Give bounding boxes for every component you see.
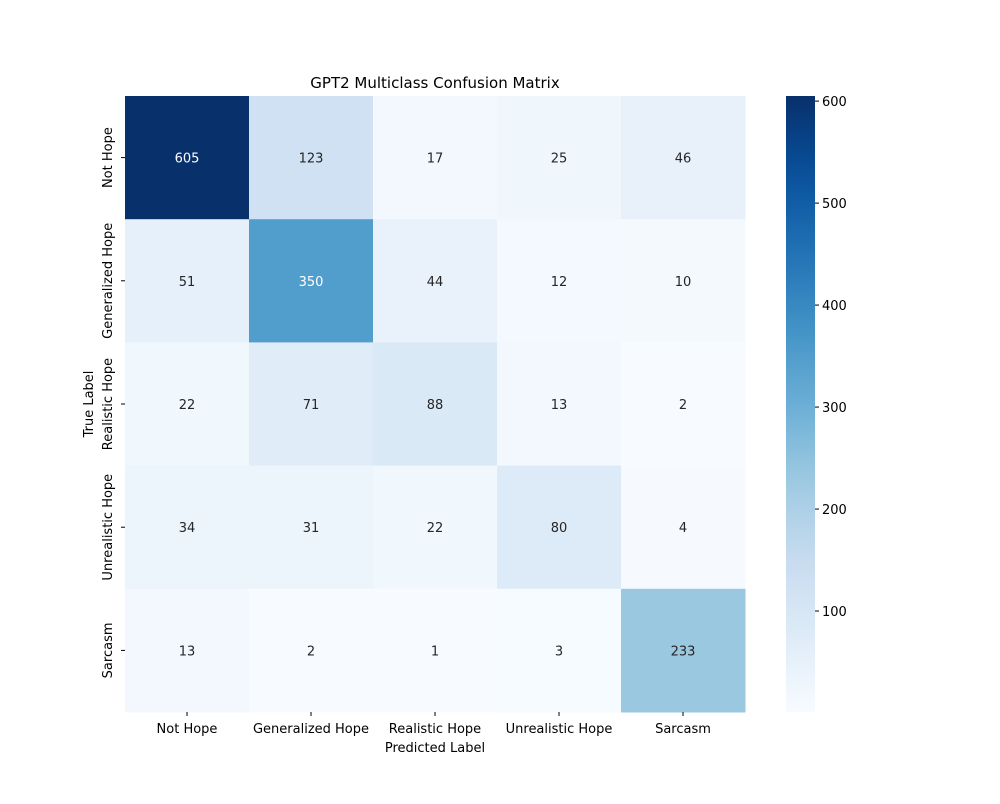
chart-title: GPT2 Multiclass Confusion Matrix: [310, 74, 560, 92]
cell-value-label: 233: [671, 644, 696, 659]
cell-value-label: 25: [551, 152, 568, 167]
heatmap-cell: [621, 342, 746, 467]
heatmap-cell: [373, 465, 498, 590]
cell-value-label: 2: [307, 644, 315, 659]
colorbar-tick-label: 200: [822, 503, 847, 518]
heatmap-cell: [249, 588, 374, 713]
y-axis-label: True Label: [82, 371, 97, 439]
heatmap-cell: [497, 96, 622, 220]
cell-value-label: 605: [175, 152, 200, 167]
heatmap-cell: [125, 96, 250, 220]
y-tick-label: Unrealistic Hope: [101, 474, 116, 581]
heatmap-cell: [125, 342, 250, 467]
x-tick-label: Generalized Hope: [253, 722, 369, 737]
heatmap-cell: [497, 588, 622, 713]
heatmap-cell: [497, 219, 622, 343]
colorbar-tick-label: 600: [822, 95, 847, 110]
cell-value-label: 22: [179, 398, 196, 413]
x-axis-ticks: Not Hope Generalized Hope Realistic Hope Un…: [157, 712, 711, 737]
x-tick-label: Sarcasm: [655, 722, 711, 737]
heatmap-cell: [125, 465, 250, 590]
cell-value-label: 2: [679, 398, 687, 413]
heatmap-cell: [249, 465, 374, 590]
heatmap-cell: [125, 588, 250, 713]
heatmap-cell: [249, 342, 374, 467]
heatmap-cell: [249, 219, 374, 343]
cell-value-label: 88: [427, 398, 444, 413]
cell-value-label: 123: [299, 152, 324, 167]
heatmap-cell: [373, 588, 498, 713]
cell-value-label: 350: [299, 275, 324, 290]
colorbar-tick-label: 400: [822, 299, 847, 314]
cell-value-label: 1: [431, 644, 439, 659]
heatmap-cell: [621, 465, 746, 590]
heatmap-cell: [373, 219, 498, 343]
cell-value-label: 13: [179, 644, 196, 659]
heatmap-cell: [621, 219, 746, 343]
y-tick-label: Not Hope: [101, 127, 116, 188]
y-tick-label: Generalized Hope: [101, 223, 116, 339]
heatmap-cell: [373, 96, 498, 220]
heatmap-cell: [497, 465, 622, 590]
cell-value-label: 10: [675, 275, 692, 290]
colorbar-gradient: [786, 96, 815, 712]
heatmap-cells: [125, 96, 746, 713]
heatmap-cell: [125, 219, 250, 343]
cell-value-label: 51: [179, 275, 196, 290]
colorbar-tick-label: 300: [822, 401, 847, 416]
x-tick-label: Realistic Hope: [389, 722, 481, 737]
cell-value-label: 4: [679, 521, 687, 536]
cell-value-label: 31: [303, 521, 320, 536]
y-tick-label: Sarcasm: [101, 622, 116, 678]
cell-value-label: 71: [303, 398, 320, 413]
x-tick-label: Unrealistic Hope: [506, 722, 613, 737]
cell-value-label: 13: [551, 398, 568, 413]
cell-value-label: 3: [555, 644, 563, 659]
heatmap-cell: [497, 342, 622, 467]
x-axis-label: Predicted Label: [385, 741, 485, 756]
heatmap-cell: [373, 342, 498, 467]
heatmap-cell: [621, 96, 746, 220]
heatmap-cell: [249, 96, 374, 220]
cell-value-label: 17: [427, 152, 444, 167]
cell-value-label: 80: [551, 521, 568, 536]
cell-value-label: 12: [551, 275, 568, 290]
cell-value-label: 46: [675, 152, 692, 167]
colorbar: 100 200 300 400 500 600: [786, 95, 847, 712]
cell-value-label: 22: [427, 521, 444, 536]
heatmap-cell: [621, 588, 746, 713]
cell-value-label: 44: [427, 275, 444, 290]
colorbar-tick-label: 100: [822, 605, 847, 620]
y-axis-ticks: Not Hope Generalized Hope Realistic Hope Un…: [101, 127, 125, 678]
colorbar-tick-label: 500: [822, 197, 847, 212]
cell-value-label: 34: [179, 521, 196, 536]
y-tick-label: Realistic Hope: [101, 358, 116, 450]
x-tick-label: Not Hope: [157, 722, 218, 737]
